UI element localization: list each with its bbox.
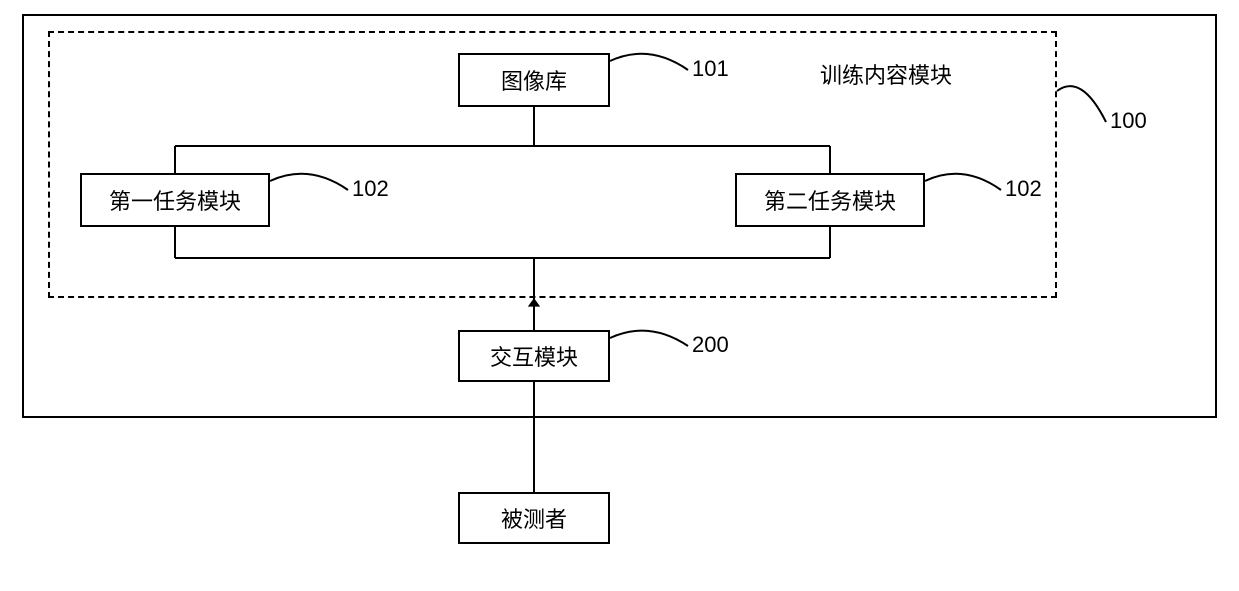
image-library-node: 图像库 bbox=[458, 53, 610, 107]
ref-200: 200 bbox=[692, 332, 729, 358]
interaction-node: 交互模块 bbox=[458, 330, 610, 382]
ref-102-task1: 102 bbox=[352, 176, 389, 202]
diagram-canvas: 训练内容模块 图像库 第一任务模块 第二任务模块 交互模块 被测者 101 10… bbox=[0, 0, 1239, 591]
image-library-label: 图像库 bbox=[501, 64, 567, 96]
ref-102-task2: 102 bbox=[1005, 176, 1042, 202]
interaction-label: 交互模块 bbox=[490, 340, 578, 372]
task1-label: 第一任务模块 bbox=[109, 184, 241, 216]
task1-node: 第一任务模块 bbox=[80, 173, 270, 227]
training-content-module-label: 训练内容模块 bbox=[820, 58, 952, 90]
subject-node: 被测者 bbox=[458, 492, 610, 544]
ref-101: 101 bbox=[692, 56, 729, 82]
subject-label: 被测者 bbox=[501, 502, 567, 534]
ref-100: 100 bbox=[1110, 108, 1147, 134]
task2-node: 第二任务模块 bbox=[735, 173, 925, 227]
task2-label: 第二任务模块 bbox=[764, 184, 896, 216]
